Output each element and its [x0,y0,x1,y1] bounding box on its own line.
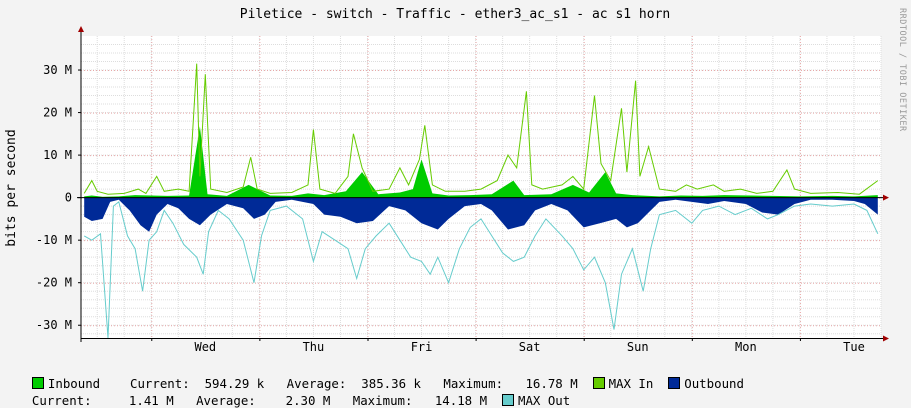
y-tick-label: -10 M [36,233,72,247]
y-tick-label: 10 M [43,148,72,162]
inbound-maximum-value: 16.78 M [525,376,578,391]
chart-title: Piletice - switch - Traffic - ether3_ac_… [240,7,670,22]
outbound-current-value: 1.41 M [128,393,174,408]
outbound-swatch [668,377,681,389]
max-out-swatch [501,394,514,406]
inbound-maximum-label: Maximum: [443,376,504,391]
outbound-average-value: 2.30 M [285,393,331,408]
inbound-current-label: Current: [129,376,190,391]
y-ticks: 30 M 20 M 10 M 0 -10 M -20 M -30 M [36,63,81,332]
x-tick-label: Fri [411,340,433,354]
y-tick-label: -30 M [36,318,72,332]
x-tick-label: Thu [303,340,325,354]
series-max-out-line [83,201,879,339]
legend-row-1: Inbound Current: 594.29 k Average: 385.3… [0,361,911,391]
outbound-current-label: Current: [31,393,92,408]
y-tick-label: 20 M [43,106,72,120]
legend-max-in-label: MAX In [608,376,654,391]
bottom-axis-arrow [883,335,889,342]
x-tick-label: Wed [194,340,216,354]
y-tick-label: 0 [65,191,72,205]
series-layer [83,63,879,339]
y-axis-arrow [78,26,84,32]
legend-max-out-label: MAX Out [517,393,571,408]
inbound-swatch [31,377,44,389]
x-tick-label: Sun [627,340,649,354]
x-axis-arrow [883,194,889,201]
y-tick-label: 30 M [43,63,72,77]
rrdtool-watermark: RRDTOOL / TOBI OETIKER [897,8,907,132]
x-ticks: Wed Thu Fri Sat Sun Mon Tue [151,338,865,354]
series-max-in-line [83,63,879,195]
axes [77,26,889,342]
inbound-average-value: 385.36 k [361,376,421,391]
y-tick-label: -20 M [36,276,72,290]
legend-outbound-label: Outbound [684,376,744,391]
legend-row-2: Current: 1.41 M Average: 2.30 M Maximum:… [0,378,911,408]
plot-area [81,36,881,338]
legend-inbound-label: Inbound [47,376,101,391]
outbound-average-label: Average: [196,393,256,408]
inbound-average-label: Average: [286,376,347,391]
x-tick-label: Sat [519,340,541,354]
outbound-maximum-value: 14.18 M [434,393,488,408]
outbound-maximum-label: Maximum: [352,393,413,408]
series-outbound-area [84,197,878,232]
y-axis-label: bits per second [4,129,19,246]
inbound-current-value: 594.29 k [204,376,265,391]
x-tick-label: Mon [735,340,757,354]
max-in-swatch [592,377,605,389]
x-tick-label: Tue [843,340,865,354]
